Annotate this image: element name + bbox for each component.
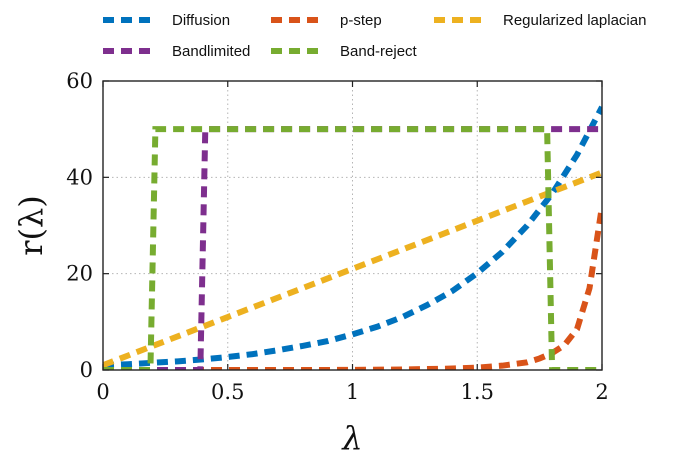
series-line-diffusion: [103, 105, 602, 369]
y-tick-label: 40: [66, 165, 93, 189]
legend: Diffusion p-step Regularized laplacian Band…: [103, 12, 646, 60]
x-tick-label: 0: [96, 380, 109, 404]
legend-label-regularized-laplacian: Regularized laplacian: [503, 12, 646, 29]
y-tick-label: 0: [80, 358, 93, 382]
legend-label-bandlimited: Bandlimited: [172, 43, 250, 60]
x-tick-label: 1: [346, 380, 359, 404]
legend-label-diffusion: Diffusion: [172, 12, 230, 29]
y-tick-label: 20: [66, 262, 93, 286]
legend-label-p-step: p-step: [340, 12, 382, 29]
y-ticks: 0 20 40 60: [66, 69, 602, 382]
legend-label-band-reject: Band-reject: [340, 43, 418, 60]
y-axis-title: r(λ): [12, 195, 50, 256]
x-tick-label: 0.5: [211, 380, 244, 404]
y-tick-label: 60: [66, 69, 93, 93]
series-line-bandlimited: [103, 126, 602, 370]
grid: [103, 81, 602, 370]
x-tick-label: 2: [595, 380, 608, 404]
series-line-regularized-laplacian: [103, 169, 602, 368]
x-tick-label: 1.5: [461, 380, 494, 404]
x-axis-title: λ: [340, 419, 362, 457]
series-line-p-step: [103, 205, 602, 370]
x-ticks: 0 0.5 1 1.5 2: [96, 81, 609, 404]
plot-series: [103, 105, 602, 370]
